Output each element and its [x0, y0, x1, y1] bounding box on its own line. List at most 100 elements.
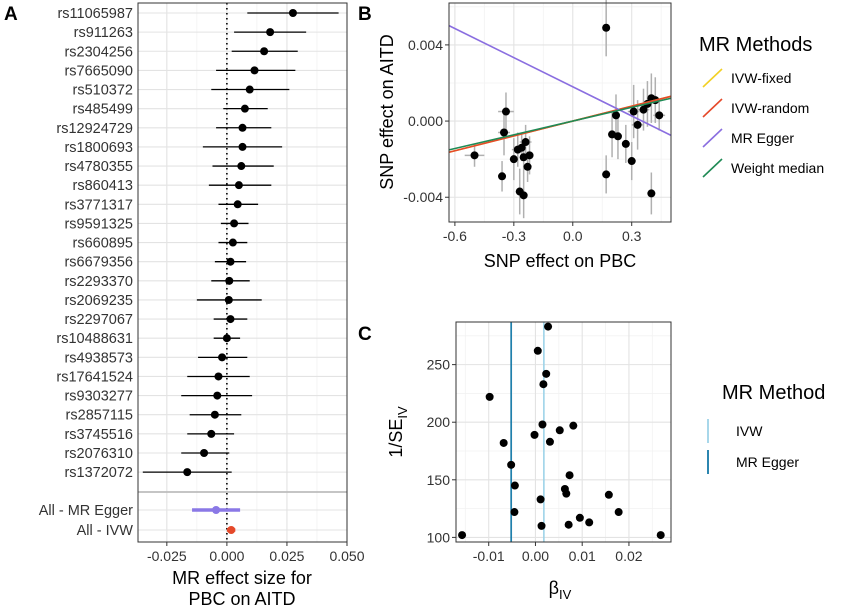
forest-snp-point	[183, 468, 192, 477]
scatter-point	[501, 107, 510, 116]
panel-letter-a: A	[4, 4, 18, 25]
forest-snp-point	[226, 315, 235, 324]
scatter-point	[655, 111, 664, 120]
funnel-point	[539, 380, 548, 389]
funnel-point	[499, 438, 508, 447]
scatter-legend-title: MR Methods	[699, 34, 812, 56]
forest-x-ticks: -0.025 0.000 0.025 0.050	[147, 542, 365, 564]
forest-snp-label: rs3745516	[64, 427, 133, 443]
forest-snp-point	[266, 28, 275, 37]
scatter-y-tick-label: -0.004	[403, 189, 443, 205]
forest-snp-label: rs9303277	[64, 389, 133, 405]
scatter-point	[633, 120, 642, 129]
panel-letter-b: B	[358, 4, 372, 25]
scatter-legend-label: IVW-fixed	[731, 70, 791, 86]
scatter-point	[519, 191, 528, 200]
scatter-x-tick-label: 0.0	[563, 228, 583, 244]
funnel-x-tick-label: 0.00	[522, 548, 549, 564]
scatter-legend-label: Weight median	[731, 160, 824, 176]
funnel-point	[533, 346, 542, 355]
forest-summary-label: All - MR Egger	[39, 503, 133, 519]
forest-snp-label: rs3771317	[64, 197, 133, 213]
scatter-point	[602, 23, 611, 32]
funnel-grid	[456, 322, 671, 542]
forest-snp-point	[237, 162, 246, 171]
forest-snp-point	[226, 257, 235, 266]
forest-snp-label: rs6679356	[64, 255, 133, 271]
funnel-point	[569, 421, 578, 430]
scatter-legend-label: IVW-random	[731, 100, 809, 116]
funnel-x-tick-label: -0.01	[473, 548, 505, 564]
scatter-method-line	[448, 97, 672, 151]
funnel-point	[545, 437, 554, 446]
funnel-legend-title: MR Method	[722, 382, 825, 404]
forest-snp-point	[260, 47, 269, 56]
scatter-legend-key	[702, 128, 723, 148]
forest-snp-label: rs911263	[74, 25, 133, 41]
forest-x-title-line1: MR effect size for	[172, 568, 312, 588]
scatter-y-tick-label: 0.004	[408, 37, 443, 53]
funnel-x-title: βIV	[549, 578, 572, 602]
forest-snp-point	[234, 181, 243, 190]
funnel-point	[507, 460, 516, 469]
funnel-point	[564, 520, 573, 529]
funnel-points	[458, 322, 665, 540]
funnel-point	[537, 521, 546, 530]
funnel-y-tick-label: 200	[427, 414, 451, 430]
forest-snp-label: rs1372072	[64, 465, 133, 481]
funnel-x-tick-label: 0.02	[615, 548, 642, 564]
scatter-point	[509, 155, 518, 164]
funnel-point	[604, 490, 613, 499]
forest-snp-point	[213, 391, 222, 400]
scatter-legend-key	[702, 98, 723, 118]
funnel-x-title-main: β	[549, 578, 559, 598]
forest-snp-point	[224, 295, 233, 304]
forest-snp-point	[200, 448, 209, 457]
forest-snp-label: rs12924729	[56, 121, 133, 137]
scatter-legend-key	[702, 158, 723, 178]
scatter-legend-label: MR Egger	[731, 130, 794, 146]
forest-summary-label: All - IVW	[77, 523, 134, 539]
scatter-legend-items: IVW-fixed IVW-random MR Egger Weight median	[702, 68, 824, 178]
scatter-point	[602, 170, 611, 179]
forest-snp-point	[222, 334, 231, 343]
funnel-y-tick-label: 250	[427, 357, 451, 373]
funnel-point	[575, 513, 584, 522]
funnel-point	[538, 420, 547, 429]
funnel-point	[614, 508, 623, 517]
scatter-method-lines	[448, 24, 672, 154]
funnel-point	[562, 489, 571, 498]
forest-snp-label: rs2076310	[64, 446, 133, 462]
scatter-point	[498, 172, 507, 181]
scatter-point	[470, 151, 479, 160]
scatter-point	[613, 132, 622, 141]
forest-x-title-line2: PBC on AITD	[188, 589, 295, 609]
forest-summary-rows: All - MR Egger All - IVW	[39, 503, 241, 539]
scatter-point	[629, 107, 638, 116]
forest-snp-label: rs660895	[73, 236, 133, 252]
funnel-point	[585, 518, 594, 527]
scatter-point	[525, 151, 534, 160]
funnel-point	[485, 392, 494, 401]
scatter-point	[500, 128, 509, 137]
forest-snp-point	[225, 276, 234, 285]
scatter-y-title: SNP effect on AITD	[377, 34, 397, 189]
scatter-point	[517, 143, 526, 152]
forest-snp-label: rs2297067	[64, 312, 133, 328]
forest-plot: rs11065987 rs911263 rs2304256 rs7665090 rs51…	[39, 2, 365, 609]
forest-x-tick-label: -0.025	[147, 548, 187, 564]
scatter-method-line	[448, 24, 672, 137]
funnel-point	[565, 471, 574, 480]
forest-snp-label: rs860413	[73, 178, 133, 194]
scatter-y-ticks: -0.004 0.000 0.004	[403, 37, 449, 205]
scatter-x-tick-label: -0.3	[502, 228, 526, 244]
forest-snp-label: rs2857115	[66, 408, 133, 424]
forest-snp-label: rs9591325	[64, 216, 133, 232]
forest-snp-point	[218, 353, 227, 362]
forest-snp-label: rs7665090	[64, 63, 133, 79]
scatter-point	[647, 189, 656, 198]
scatter-frame	[448, 2, 672, 223]
